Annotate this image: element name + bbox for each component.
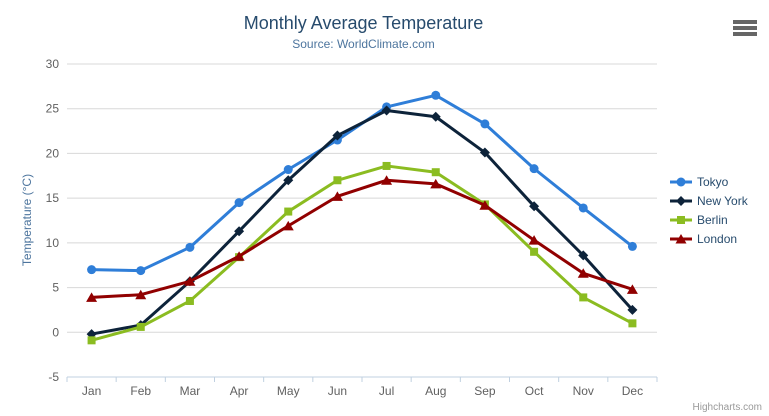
marker-london-Mar[interactable] — [184, 276, 196, 286]
marker-london-Jun[interactable] — [331, 191, 343, 201]
marker-new-york-Apr[interactable] — [234, 226, 245, 237]
chart-title: Monthly Average Temperature — [243, 13, 484, 33]
marker-berlin-Aug[interactable] — [431, 168, 440, 177]
x-tick-label: Jul — [379, 384, 394, 398]
marker-berlin-Oct[interactable] — [530, 247, 539, 256]
legend-item-label: Berlin — [697, 212, 728, 227]
y-tick-label: 20 — [46, 146, 60, 160]
hamburger-menu-icon[interactable] — [732, 19, 758, 37]
menu-bar — [733, 20, 757, 24]
legend-marker-circle-icon — [670, 177, 692, 186]
marker-tokyo-May[interactable] — [283, 165, 293, 175]
chart-subtitle: Source: WorldClimate.com — [292, 37, 435, 51]
y-tick-label: 25 — [46, 102, 60, 116]
legend-item-london[interactable]: London — [670, 229, 748, 248]
legend-marker-triangle-icon — [670, 233, 692, 243]
marker-london-Dec[interactable] — [626, 284, 638, 294]
series-line-berlin[interactable] — [90, 164, 634, 342]
marker-tokyo-Apr[interactable] — [234, 198, 244, 208]
x-tick-label: May — [277, 384, 300, 398]
x-tick-label: Jan — [82, 384, 101, 398]
legend-item-berlin[interactable]: Berlin — [670, 210, 748, 229]
marker-london-Apr[interactable] — [233, 251, 245, 261]
marker-berlin-Jun[interactable] — [333, 176, 342, 185]
series-line-new-york[interactable] — [90, 109, 634, 336]
x-tick-label: Nov — [573, 384, 594, 398]
y-tick-label: 10 — [46, 236, 60, 250]
legend-item-new-york[interactable]: New York — [670, 191, 748, 210]
marker-new-york-Oct[interactable] — [529, 201, 540, 212]
y-tick-label: 15 — [46, 191, 60, 205]
marker-tokyo-Jan[interactable] — [87, 265, 97, 275]
marker-new-york-Jul[interactable] — [381, 105, 392, 116]
x-tick-label: Jun — [328, 384, 347, 398]
marker-berlin-May[interactable] — [284, 207, 293, 216]
legend-item-tokyo[interactable]: Tokyo — [670, 172, 748, 191]
y-tick-label: -5 — [48, 370, 59, 384]
marker-new-york-Sep[interactable] — [479, 147, 490, 158]
y-tick-label: 5 — [52, 281, 59, 295]
marker-london-Feb[interactable] — [135, 289, 147, 300]
marker-london-Sep[interactable] — [479, 200, 491, 210]
y-tick-label: 30 — [46, 57, 60, 71]
x-tick-label: Oct — [525, 384, 544, 398]
marker-tokyo-Aug[interactable] — [431, 90, 441, 100]
menu-bar — [733, 26, 757, 30]
legend: Tokyo New York Berlin London — [670, 172, 748, 248]
y-tick-label: 0 — [52, 325, 59, 339]
x-tick-label: Sep — [474, 384, 496, 398]
x-tick-label: Feb — [130, 384, 151, 398]
marker-london-Jan[interactable] — [86, 292, 98, 302]
marker-new-york-Dec[interactable] — [627, 304, 638, 315]
marker-berlin-Jan[interactable] — [87, 336, 96, 345]
marker-london-Aug[interactable] — [430, 178, 442, 189]
menu-bar — [733, 32, 757, 36]
marker-london-May[interactable] — [282, 220, 294, 231]
marker-tokyo-Sep[interactable] — [480, 119, 490, 129]
marker-tokyo-Dec[interactable] — [627, 241, 637, 251]
series-line-london[interactable] — [90, 178, 634, 299]
x-tick-label: Mar — [180, 384, 201, 398]
marker-new-york-Jun[interactable] — [332, 130, 343, 141]
x-tick-label: Aug — [425, 384, 446, 398]
x-tick-label: Apr — [230, 384, 249, 398]
marker-berlin-Dec[interactable] — [628, 319, 637, 328]
marker-berlin-Feb[interactable] — [136, 322, 145, 331]
marker-tokyo-Oct[interactable] — [529, 164, 539, 174]
legend-marker-square-icon — [670, 215, 692, 224]
credits-link[interactable]: Highcharts.com — [692, 402, 762, 413]
marker-new-york-May[interactable] — [283, 175, 294, 186]
marker-london-Nov[interactable] — [577, 268, 589, 278]
marker-tokyo-Nov[interactable] — [578, 203, 588, 213]
legend-item-label: London — [697, 231, 738, 246]
marker-berlin-Mar[interactable] — [185, 296, 194, 305]
marker-berlin-Nov[interactable] — [579, 293, 588, 302]
legend-item-label: New York — [697, 193, 748, 208]
marker-berlin-Jul[interactable] — [382, 161, 391, 170]
x-tick-label: Dec — [622, 384, 643, 398]
marker-tokyo-Mar[interactable] — [185, 242, 195, 252]
marker-london-Oct[interactable] — [528, 235, 540, 245]
marker-london-Jul[interactable] — [381, 175, 393, 185]
marker-tokyo-Feb[interactable] — [136, 266, 146, 276]
legend-item-label: Tokyo — [697, 174, 729, 189]
legend-marker-diamond-icon — [670, 195, 692, 206]
marker-new-york-Nov[interactable] — [578, 250, 589, 261]
marker-new-york-Aug[interactable] — [430, 111, 441, 122]
